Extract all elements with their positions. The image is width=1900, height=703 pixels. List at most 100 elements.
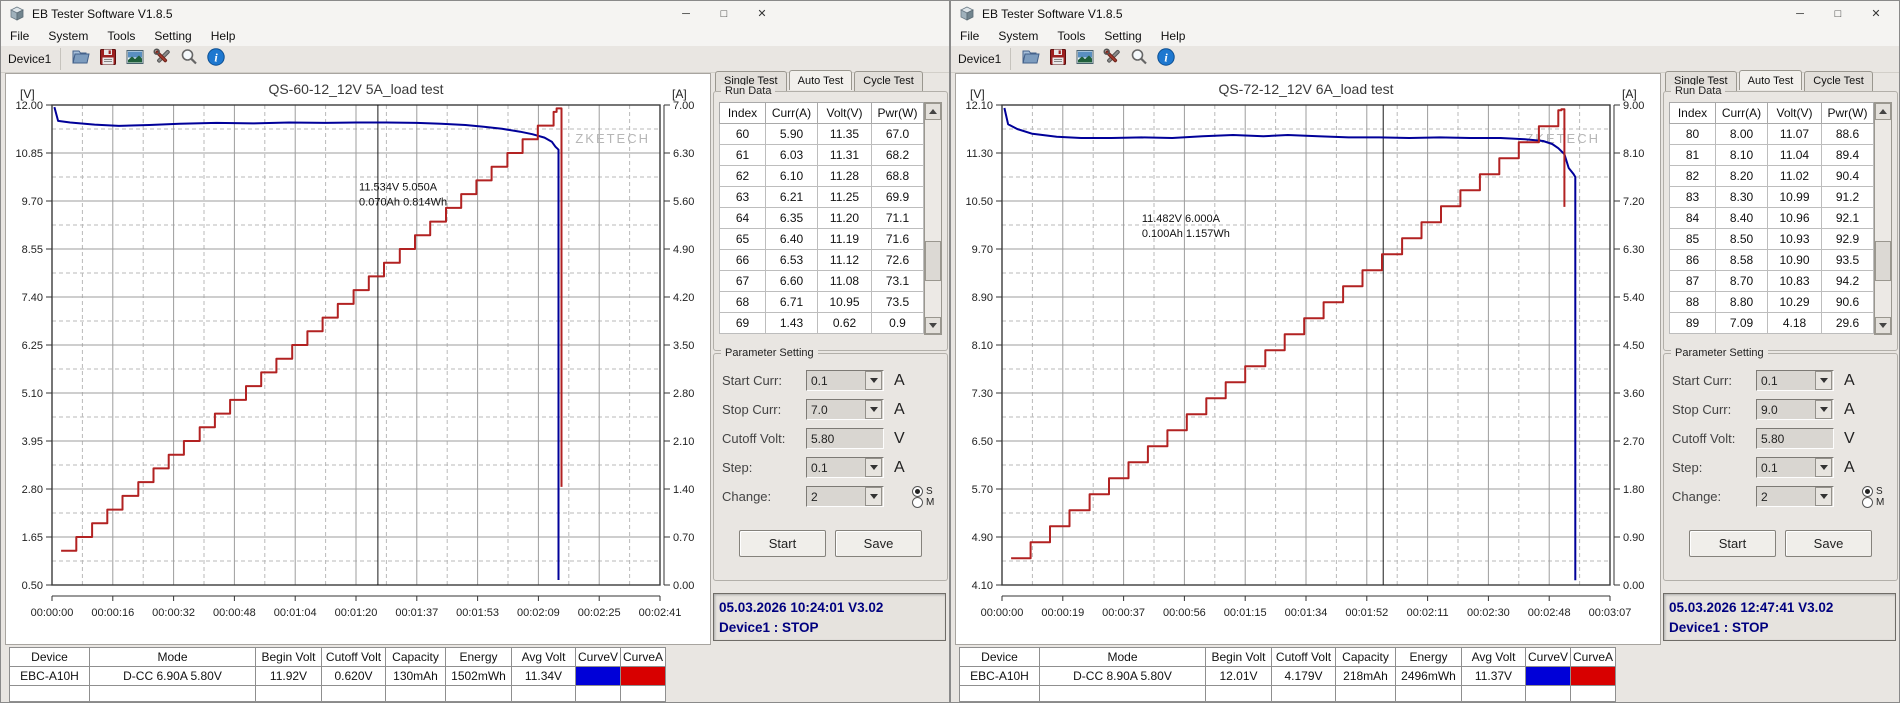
cutoff-volt-input[interactable]: 5.80 xyxy=(806,428,884,449)
scroll-up-button[interactable] xyxy=(925,103,941,120)
save-button[interactable] xyxy=(1044,48,1071,71)
menu-item-tools[interactable]: Tools xyxy=(1057,29,1086,43)
step-combo[interactable]: 0.1 xyxy=(1756,457,1834,478)
table-row[interactable]: 83 8.30 10.99 91.2 xyxy=(1669,186,1874,208)
table-row[interactable]: 67 6.60 11.08 73.1 xyxy=(719,270,924,292)
scroll-thumb[interactable] xyxy=(925,241,941,281)
scroll-thumb[interactable] xyxy=(1875,241,1891,281)
change-combo[interactable]: 2 xyxy=(1756,486,1834,507)
table-row[interactable]: 60 5.90 11.35 67.0 xyxy=(719,123,924,145)
table-row[interactable]: 69 1.43 0.62 0.9 xyxy=(719,312,924,334)
menu-item-help[interactable]: Help xyxy=(1160,29,1186,43)
waveform-image-button[interactable] xyxy=(121,48,148,71)
maximize-button[interactable]: □ xyxy=(720,8,728,20)
run-table-scrollbar[interactable] xyxy=(1874,102,1892,335)
table-row[interactable]: 89 7.09 4.18 29.6 xyxy=(1669,312,1874,334)
open-file-button[interactable] xyxy=(67,48,94,71)
menu-item-system[interactable]: System xyxy=(48,29,89,43)
tab-auto-test[interactable]: Auto Test xyxy=(788,70,853,90)
combo-dropdown-button[interactable] xyxy=(1815,400,1832,419)
table-row[interactable]: 80 8.00 11.07 88.6 xyxy=(1669,123,1874,145)
start-button[interactable]: Start xyxy=(1689,530,1776,557)
run-data-legend: Run Data xyxy=(721,85,776,97)
open-file-button[interactable] xyxy=(1017,48,1044,71)
device-tab[interactable]: Device1 xyxy=(951,48,1012,70)
combo-dropdown-button[interactable] xyxy=(1815,371,1832,390)
scroll-down-button[interactable] xyxy=(925,317,941,334)
menu-item-setting[interactable]: Setting xyxy=(1104,29,1142,43)
cell xyxy=(385,685,446,702)
zoom-button[interactable] xyxy=(175,48,202,71)
info-button[interactable]: i xyxy=(1152,47,1179,72)
start-curr-combo[interactable]: 0.1 xyxy=(1756,370,1834,391)
menu-item-setting[interactable]: Setting xyxy=(154,29,192,43)
table-row[interactable]: 86 8.58 10.90 93.5 xyxy=(1669,249,1874,271)
maximize-button[interactable]: □ xyxy=(1834,8,1842,20)
step-combo[interactable]: 0.1 xyxy=(806,457,884,478)
combo-dropdown-button[interactable] xyxy=(1815,487,1832,506)
tab-cycle-test[interactable]: Cycle Test xyxy=(854,71,923,91)
load-test-chart[interactable]: ZKETECH 11.534V 5.050A 0.070Ah 0.814Wh 12.0… xyxy=(6,74,710,644)
radio-option-m[interactable]: M xyxy=(912,496,934,508)
cell: 67.0 xyxy=(871,123,924,145)
tab-auto-test[interactable]: Auto Test xyxy=(1738,70,1803,90)
device-tab[interactable]: Device1 xyxy=(1,48,62,70)
cell: 92.1 xyxy=(1821,207,1874,229)
table-row[interactable]: 63 6.21 11.25 69.9 xyxy=(719,186,924,208)
radio-option-s[interactable]: S xyxy=(912,485,934,497)
close-button[interactable]: ✕ xyxy=(1871,8,1881,20)
radio-option-m[interactable]: M xyxy=(1862,496,1884,508)
info-icon: i xyxy=(1156,47,1176,72)
radio-option-s[interactable]: S xyxy=(1862,485,1884,497)
waveform-image-button[interactable] xyxy=(1071,48,1098,71)
combo-dropdown-button[interactable] xyxy=(865,458,882,477)
start-curr-combo[interactable]: 0.1 xyxy=(806,370,884,391)
combo-dropdown-button[interactable] xyxy=(865,487,882,506)
table-row[interactable]: 87 8.70 10.83 94.2 xyxy=(1669,270,1874,292)
scroll-up-button[interactable] xyxy=(1875,103,1891,120)
table-row[interactable]: 66 6.53 11.12 72.6 xyxy=(719,249,924,271)
save-button[interactable]: Save xyxy=(835,530,922,557)
menu-item-file[interactable]: File xyxy=(960,29,980,43)
table-row[interactable]: 84 8.40 10.96 92.1 xyxy=(1669,207,1874,229)
table-row[interactable]: 65 6.40 11.19 71.6 xyxy=(719,228,924,250)
menu-item-tools[interactable]: Tools xyxy=(107,29,136,43)
svg-text:2.70: 2.70 xyxy=(1623,436,1644,448)
close-button[interactable]: ✕ xyxy=(757,8,767,20)
load-test-chart[interactable]: ZKETECH 11.482V 6.000A 0.100Ah 1.157Wh 12.1… xyxy=(956,74,1660,644)
menu-item-file[interactable]: File xyxy=(10,29,30,43)
combo-dropdown-button[interactable] xyxy=(1815,458,1832,477)
svg-text:11.30: 11.30 xyxy=(966,148,993,160)
menu-item-system[interactable]: System xyxy=(998,29,1039,43)
zoom-button[interactable] xyxy=(1125,48,1152,71)
stop-curr-combo[interactable]: 9.0 xyxy=(1756,399,1834,420)
table-row[interactable]: 85 8.50 10.93 92.9 xyxy=(1669,228,1874,250)
start-button[interactable]: Start xyxy=(739,530,826,557)
table-row[interactable]: 61 6.03 11.31 68.2 xyxy=(719,144,924,166)
save-button[interactable] xyxy=(94,48,121,71)
table-row[interactable]: 88 8.80 10.29 90.6 xyxy=(1669,291,1874,313)
table-row[interactable]: 64 6.35 11.20 71.1 xyxy=(719,207,924,229)
combo-dropdown-button[interactable] xyxy=(865,400,882,419)
table-row[interactable]: 62 6.10 11.28 68.8 xyxy=(719,165,924,187)
table-row[interactable]: 82 8.20 11.02 90.4 xyxy=(1669,165,1874,187)
info-button[interactable]: i xyxy=(202,47,229,71)
tools-button[interactable] xyxy=(148,47,175,71)
combo-dropdown-button[interactable] xyxy=(865,371,882,390)
tools-button[interactable] xyxy=(1098,47,1125,71)
svg-text:7.40: 7.40 xyxy=(22,292,43,304)
change-combo[interactable]: 2 xyxy=(806,486,884,507)
cutoff-volt-input[interactable]: 5.80 xyxy=(1756,428,1834,449)
scroll-down-button[interactable] xyxy=(1875,317,1891,334)
table-row[interactable]: 68 6.71 10.95 73.5 xyxy=(719,291,924,313)
tab-cycle-test[interactable]: Cycle Test xyxy=(1804,71,1873,91)
save-button[interactable]: Save xyxy=(1785,530,1872,557)
radio-label: S xyxy=(1876,485,1883,497)
cell: 11.31 xyxy=(817,144,872,166)
stop-curr-combo[interactable]: 7.0 xyxy=(806,399,884,420)
minimize-button[interactable]: ─ xyxy=(682,8,690,20)
menu-item-help[interactable]: Help xyxy=(210,29,236,43)
minimize-button[interactable]: ─ xyxy=(1796,8,1804,20)
run-table-scrollbar[interactable] xyxy=(924,102,942,335)
table-row[interactable]: 81 8.10 11.04 89.4 xyxy=(1669,144,1874,166)
